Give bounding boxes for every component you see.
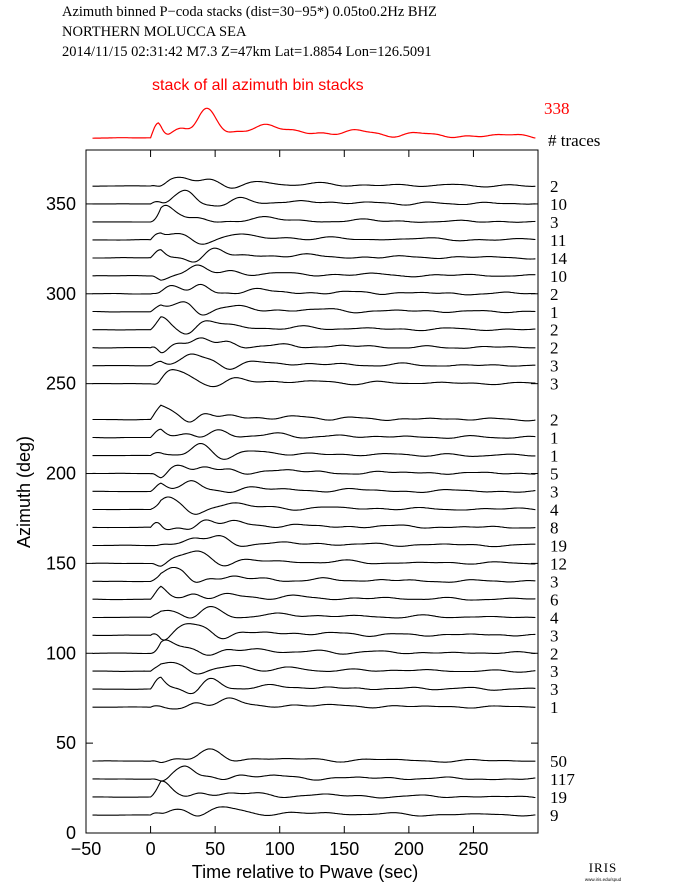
y-tick-label: 100 <box>46 643 76 663</box>
trace-count-label: 19 <box>550 536 567 555</box>
trace-count-label: 3 <box>550 483 559 502</box>
iris-logo: IRIS www.iris.edu/spud <box>585 860 622 882</box>
azimuth-trace <box>92 283 536 296</box>
azimuth-trace <box>92 661 536 675</box>
azimuth-trace <box>92 519 536 531</box>
x-tick-label: 100 <box>265 839 295 859</box>
header-line-3: 2014/11/15 02:31:42 M7.3 Z=47km Lat=1.88… <box>62 44 432 60</box>
azimuth-trace <box>92 606 536 619</box>
azimuth-trace <box>92 566 536 583</box>
trace-count-label: 3 <box>550 375 559 394</box>
header-line-1: Azimuth binned P−coda stacks (dist=30−95… <box>62 4 437 20</box>
trace-count-label: 19 <box>550 788 567 807</box>
azimuth-trace <box>92 176 536 189</box>
trace-count-label: 2 <box>550 339 559 358</box>
azimuth-trace <box>92 316 536 335</box>
trace-count-label: 3 <box>550 357 559 376</box>
trace-count-label: 11 <box>550 231 566 250</box>
y-tick-label: 50 <box>56 733 76 753</box>
azimuth-trace <box>92 264 536 281</box>
azimuth-trace <box>92 535 536 548</box>
azimuth-trace <box>92 232 536 245</box>
azimuth-trace <box>92 369 536 388</box>
plot-frame <box>85 149 539 834</box>
iris-logo-subtext: www.iris.edu/spud <box>585 877 622 882</box>
x-tick-label: 150 <box>329 839 359 859</box>
azimuth-trace <box>92 337 536 354</box>
azimuth-trace <box>92 496 536 515</box>
trace-count-label: 117 <box>550 770 575 789</box>
trace-count-label: 8 <box>550 518 559 537</box>
y-tick-label: 200 <box>46 464 76 484</box>
trace-count-label: 3 <box>550 213 559 232</box>
azimuth-trace <box>92 442 536 460</box>
traces-group <box>92 176 536 817</box>
azimuth-trace <box>92 204 536 223</box>
azimuth-trace <box>92 247 536 263</box>
trace-count-label: 2 <box>550 644 559 663</box>
y-tick-label: 150 <box>46 553 76 573</box>
x-tick-label: 250 <box>458 839 488 859</box>
trace-count-label: 2 <box>550 411 559 430</box>
trace-count-label: 3 <box>550 662 559 681</box>
y-tick-label: 350 <box>46 194 76 214</box>
y-axis: 0 50 100 150 200 250 300 350 <box>46 194 538 843</box>
trace-count-label: 12 <box>550 554 567 573</box>
y-tick-label: 250 <box>46 374 76 394</box>
trace-count-label: 1 <box>550 698 559 717</box>
trace-count-label: 10 <box>550 267 567 286</box>
azimuth-trace <box>92 550 536 567</box>
trace-count-label: 14 <box>550 249 568 268</box>
traces-header: # traces <box>548 131 600 150</box>
x-axis: −50 0 50 100 150 200 250 <box>71 150 488 859</box>
x-tick-label: −50 <box>71 839 102 859</box>
y-axis-label: Azimuth (deg) <box>14 436 34 548</box>
azimuth-trace <box>92 639 536 656</box>
trace-count-label: 3 <box>550 680 559 699</box>
trace-count-label: 2 <box>550 285 559 304</box>
azimuth-trace <box>92 464 536 479</box>
azimuth-trace <box>92 748 536 764</box>
azimuth-trace <box>92 676 536 695</box>
trace-count-label: 9 <box>550 806 559 825</box>
azimuth-trace <box>92 765 536 782</box>
azimuth-trace <box>92 428 536 439</box>
x-tick-label: 50 <box>205 839 225 859</box>
trace-count-label: 50 <box>550 752 567 771</box>
x-tick-label: 0 <box>146 839 156 859</box>
stack-title: stack of all azimuth bin stacks <box>152 77 364 94</box>
iris-logo-text: IRIS <box>589 860 618 875</box>
trace-count-label: 6 <box>550 590 559 609</box>
header-line-2: NORTHERN MOLUCCA SEA <box>62 24 247 40</box>
azimuth-trace <box>92 301 536 316</box>
trace-count-label: 5 <box>550 465 559 484</box>
azimuth-trace <box>92 780 536 799</box>
trace-count-label: 4 <box>550 608 559 627</box>
total-traces-label: 338 <box>544 99 570 118</box>
x-axis-label: Time relative to Pwave (sec) <box>192 862 418 882</box>
trace-count-label: 2 <box>550 177 559 196</box>
trace-count-label: 4 <box>550 501 559 520</box>
x-tick-label: 200 <box>394 839 424 859</box>
trace-count-label: 1 <box>550 429 559 448</box>
azimuth-trace <box>92 697 536 710</box>
azimuth-trace <box>92 480 536 493</box>
azimuth-trace <box>92 806 536 817</box>
y-tick-label: 300 <box>46 284 76 304</box>
trace-count-label: 1 <box>550 303 559 322</box>
azimuth-trace <box>92 189 536 207</box>
azimuth-trace <box>92 623 536 641</box>
y-tick-label: 0 <box>66 823 76 843</box>
azimuth-trace <box>92 404 536 423</box>
trace-count-label: 10 <box>550 195 567 214</box>
trace-count-label: 2 <box>550 321 559 340</box>
trace-count-label: 3 <box>550 626 559 645</box>
trace-count-label: 3 <box>550 572 559 591</box>
trace-count-label: 1 <box>550 447 559 466</box>
azimuth-trace <box>92 353 536 370</box>
azimuth-trace <box>92 585 536 601</box>
stack-trace <box>92 107 536 139</box>
trace-counts-group: 2103111410212233211534819123643233150117… <box>550 177 575 825</box>
